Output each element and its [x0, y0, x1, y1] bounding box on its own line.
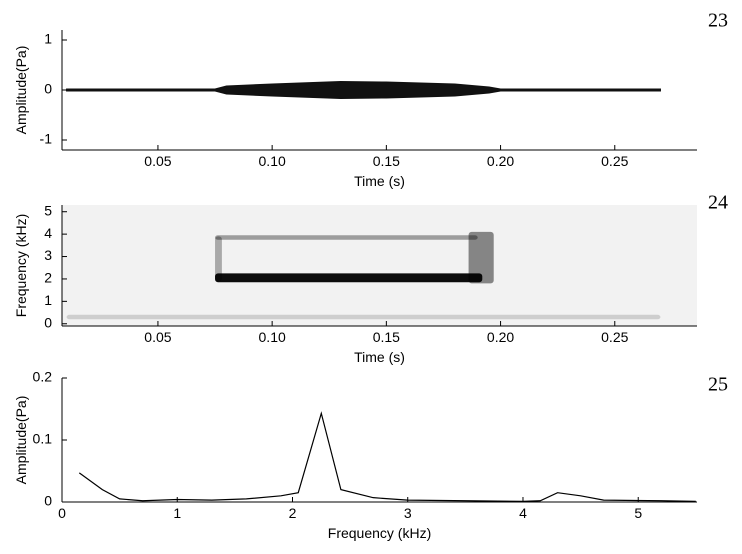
spectrogram-trace: [66, 314, 661, 320]
spectrogram-trace: [468, 231, 494, 284]
waveform-envelope: [66, 80, 661, 91]
x-tick-label: 0.05: [144, 329, 171, 345]
x-tick-label: 0.15: [373, 329, 400, 345]
y-axis-label: Amplitude(Pa): [13, 46, 29, 135]
x-tick-label: 0: [58, 505, 66, 521]
y-tick-label: 0: [44, 81, 52, 97]
x-tick-label: 4: [519, 505, 527, 521]
x-tick-label: 0.10: [259, 153, 286, 169]
spectrogram-trace: [215, 235, 478, 240]
y-axis-label: Frequency (kHz): [13, 214, 29, 317]
x-axis-label: Time (s): [354, 173, 405, 189]
y-tick-label: 0.1: [33, 431, 53, 447]
x-tick-label: 3: [404, 505, 412, 521]
y-tick-label: 1: [44, 292, 52, 308]
y-tick-label: 0: [44, 493, 52, 509]
x-tick-label: 0.20: [487, 329, 514, 345]
x-tick-label: 5: [634, 505, 642, 521]
y-tick-label: 3: [44, 247, 52, 263]
y-tick-label: 2: [44, 270, 52, 286]
x-axis-label: Frequency (kHz): [328, 525, 431, 541]
x-tick-label: 0.25: [601, 329, 628, 345]
panel-label: 23: [708, 10, 728, 32]
y-axis-label: Amplitude(Pa): [13, 396, 29, 485]
x-tick-label: 0.10: [259, 329, 286, 345]
y-tick-label: 0: [44, 314, 52, 330]
spectrogram-trace: [215, 273, 483, 283]
waveform-envelope: [66, 89, 661, 100]
y-tick-label: -1: [40, 131, 53, 147]
x-tick-label: 0.25: [601, 153, 628, 169]
x-tick-label: 1: [173, 505, 181, 521]
x-tick-label: 0.20: [487, 153, 514, 169]
spectrogram-trace: [215, 236, 222, 282]
y-tick-label: 4: [44, 225, 52, 241]
x-axis-label: Time (s): [354, 349, 405, 365]
y-tick-label: 1: [44, 31, 52, 47]
x-tick-label: 0.05: [144, 153, 171, 169]
panel-label: 24: [708, 192, 728, 214]
spectrum-line: [78, 411, 696, 502]
x-tick-label: 0.15: [373, 153, 400, 169]
spectrogram-background: [62, 205, 697, 326]
panel-label: 25: [708, 374, 728, 396]
y-tick-label: 5: [44, 202, 52, 218]
x-tick-label: 2: [289, 505, 297, 521]
y-tick-label: 0.2: [33, 369, 53, 385]
